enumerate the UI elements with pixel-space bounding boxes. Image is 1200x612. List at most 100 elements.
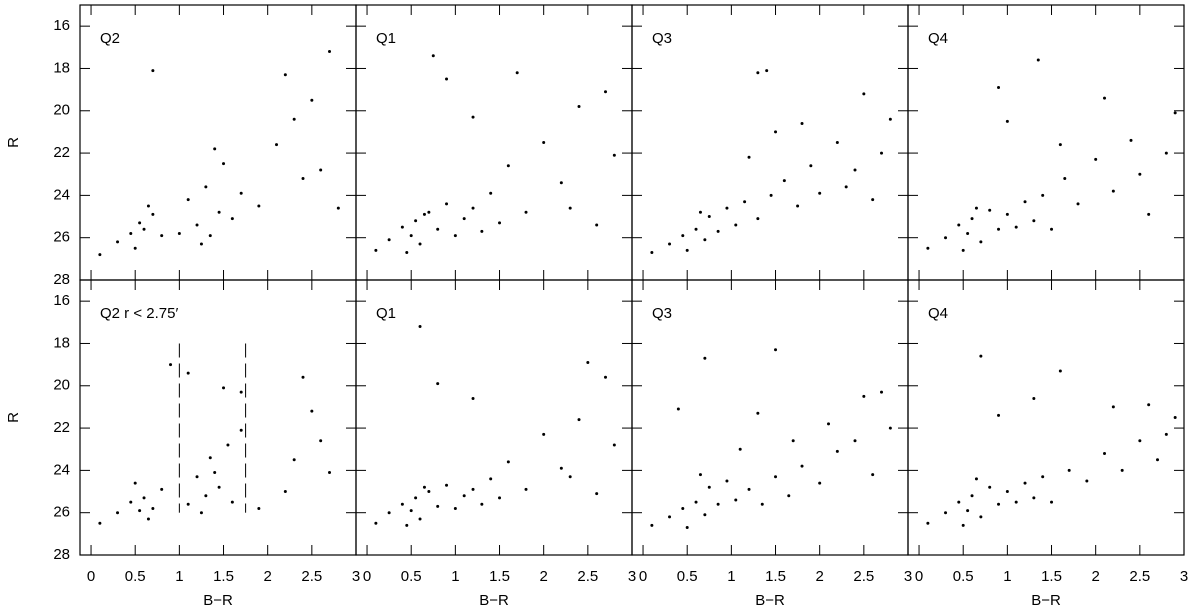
point: [160, 234, 164, 238]
panel: 0 0.5 1 1.5 2 2.5 3 16 18 20 22 24 26 28 Q2 r < 2.75′ B…: [5, 279, 360, 609]
x-tick-label: 0.5: [401, 568, 422, 585]
point: [480, 229, 484, 233]
point: [1111, 405, 1115, 409]
point: [774, 475, 778, 479]
point: [151, 506, 155, 510]
x-tick-label: 0: [363, 568, 371, 585]
point: [405, 523, 409, 527]
point: [1129, 138, 1133, 142]
point: [1032, 396, 1036, 400]
panel-label: Q1: [376, 30, 396, 47]
x-tick-label: 0.5: [953, 568, 974, 585]
point: [997, 413, 1001, 417]
point: [208, 234, 212, 238]
x-tick-label: 0.5: [125, 568, 146, 585]
point: [703, 356, 707, 360]
point: [756, 217, 760, 221]
point: [694, 227, 698, 231]
point: [577, 105, 581, 109]
y-tick-label: 16: [53, 17, 70, 34]
point: [445, 483, 449, 487]
point: [716, 229, 720, 233]
y-tick-label: 18: [53, 334, 70, 351]
point: [871, 473, 875, 477]
point: [774, 130, 778, 134]
point: [966, 231, 970, 235]
point: [577, 418, 581, 422]
point: [427, 490, 431, 494]
point: [239, 390, 243, 394]
point: [431, 54, 435, 58]
point: [756, 71, 760, 75]
point: [974, 477, 978, 481]
point: [604, 375, 608, 379]
point: [1058, 143, 1062, 147]
point: [1067, 468, 1071, 472]
point: [1050, 500, 1054, 504]
x-tick-label: 1.5: [213, 568, 234, 585]
point: [835, 141, 839, 144]
point: [436, 382, 440, 386]
point: [208, 456, 212, 460]
point: [1041, 475, 1045, 479]
point: [239, 191, 243, 195]
point: [787, 494, 791, 498]
point: [650, 251, 654, 254]
panel-frame: [631, 279, 909, 556]
x-tick-label: 1.5: [1041, 568, 1062, 585]
point: [595, 223, 599, 227]
point: [462, 494, 466, 498]
point: [818, 191, 822, 195]
point: [997, 227, 1001, 231]
point: [650, 523, 654, 527]
panel: Q1: [355, 4, 633, 281]
point: [966, 509, 970, 513]
point: [862, 394, 866, 398]
x-tick-label: 2: [264, 568, 272, 585]
x-tick-label: 2: [540, 568, 548, 585]
point: [1050, 227, 1054, 231]
point: [1063, 176, 1067, 180]
point: [418, 517, 422, 521]
point: [471, 206, 475, 210]
point: [698, 473, 702, 477]
point: [743, 200, 747, 204]
panel-label: Q2: [100, 30, 120, 47]
point: [489, 477, 493, 481]
point: [944, 236, 948, 240]
point: [871, 198, 875, 202]
point: [498, 221, 502, 225]
point: [957, 223, 961, 227]
point: [888, 426, 892, 430]
point: [374, 248, 378, 252]
point: [1032, 496, 1036, 500]
point: [1094, 157, 1098, 161]
point: [997, 86, 1001, 89]
y-tick-label: 24: [53, 461, 70, 478]
point: [226, 443, 230, 447]
x-tick-label: 0: [915, 568, 923, 585]
point: [685, 526, 689, 529]
panel-label: Q2 r < 2.75′: [100, 305, 178, 322]
x-tick-label: 3: [1180, 568, 1188, 585]
y-tick-label: 26: [53, 229, 70, 246]
y-tick-label: 20: [53, 377, 70, 394]
point: [222, 162, 226, 166]
point: [542, 141, 546, 144]
point: [336, 206, 340, 210]
point: [880, 390, 884, 394]
point: [387, 238, 391, 242]
point: [1023, 200, 1027, 204]
panel-frame: [79, 4, 357, 281]
point: [1085, 479, 1089, 483]
point: [129, 500, 133, 504]
point: [328, 50, 332, 54]
point: [142, 496, 146, 500]
y-tick-label: 20: [53, 102, 70, 119]
point: [418, 242, 422, 246]
x-tick-label: 3: [904, 568, 912, 585]
panel: 16 18 20 22 24 26 28 Q2 R: [5, 4, 357, 288]
point: [116, 240, 120, 244]
x-tick-label: 1.5: [765, 568, 786, 585]
point: [738, 447, 742, 451]
